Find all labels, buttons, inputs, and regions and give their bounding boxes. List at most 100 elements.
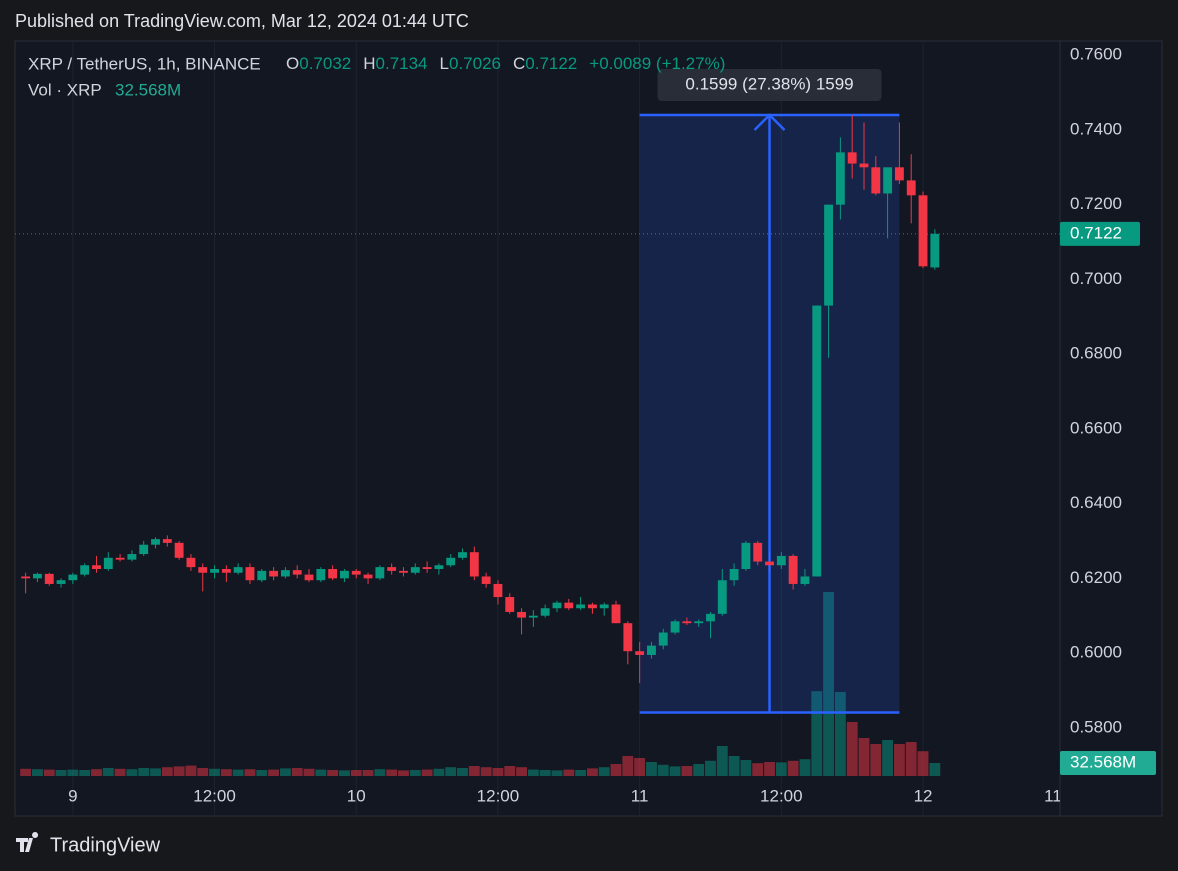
candle-body xyxy=(221,569,231,573)
x-tick-label: 12:00 xyxy=(760,786,803,805)
candle xyxy=(635,641,645,683)
volume-bar xyxy=(905,742,917,776)
volume-bar xyxy=(492,768,504,776)
candle-body xyxy=(44,573,54,584)
candle xyxy=(399,567,408,577)
volume-bar xyxy=(150,768,161,776)
candle xyxy=(517,608,526,635)
measure-label-box xyxy=(657,68,882,101)
volume-bar xyxy=(161,767,173,776)
volume-bar xyxy=(185,765,197,776)
volume-bar xyxy=(350,770,362,776)
candle xyxy=(269,567,279,581)
volume-bar xyxy=(893,744,905,776)
volume-last-box xyxy=(1060,750,1156,775)
candle xyxy=(103,552,113,571)
candle-body xyxy=(717,580,727,614)
volume-bar xyxy=(409,770,421,776)
volume-bar xyxy=(67,769,79,776)
volume-bar xyxy=(646,762,657,776)
brand-name: TradingView xyxy=(50,834,161,856)
published: Published on TradingView.com, Mar 12, 20… xyxy=(15,11,469,31)
candle-body xyxy=(540,608,550,616)
candle-body xyxy=(469,552,479,577)
candle-body xyxy=(611,604,621,624)
candle xyxy=(753,540,763,566)
volume-bar xyxy=(752,763,764,776)
candle-body xyxy=(528,615,538,618)
candle-body xyxy=(835,152,845,205)
volume-bar xyxy=(728,756,740,776)
candle-body xyxy=(847,152,857,164)
candle-body xyxy=(729,569,739,581)
volume-bar xyxy=(823,592,834,776)
volume-bar xyxy=(433,768,445,776)
y-tick-label: 0.7200 xyxy=(1070,194,1122,213)
candle-body xyxy=(68,574,78,581)
h-letter: H xyxy=(363,54,375,73)
volume-bar xyxy=(327,770,339,776)
candle xyxy=(871,156,881,196)
candle-body xyxy=(765,561,774,566)
candle-body xyxy=(210,569,219,573)
candle-body xyxy=(930,233,940,268)
candle xyxy=(599,602,609,616)
l-letter: L xyxy=(440,54,449,73)
candle xyxy=(658,628,668,650)
candle-body xyxy=(776,555,786,566)
candle xyxy=(186,554,196,571)
candle-body xyxy=(694,621,704,624)
volume-bar xyxy=(197,768,209,776)
y-tick-label: 0.7000 xyxy=(1070,269,1122,288)
candle-body xyxy=(328,569,338,579)
candle-body xyxy=(186,557,196,568)
y-tick-label: 0.6200 xyxy=(1070,568,1122,587)
x-tick-label: 12:00 xyxy=(193,786,236,805)
candle xyxy=(741,540,751,571)
candle-body xyxy=(918,195,928,267)
candle xyxy=(351,569,361,579)
candle xyxy=(363,572,373,584)
candle xyxy=(493,580,503,605)
volume-bar xyxy=(209,768,220,776)
candle xyxy=(564,598,574,611)
volume-bar xyxy=(858,738,870,776)
candle xyxy=(92,555,101,573)
candle xyxy=(481,572,491,588)
candle xyxy=(280,567,290,579)
change: +0.0089 (+1.27%) xyxy=(589,54,725,73)
volume-bar xyxy=(598,767,610,776)
volume-bar xyxy=(138,768,150,776)
volume-bar xyxy=(705,760,716,776)
candle-body xyxy=(162,539,172,543)
candle-body xyxy=(517,611,526,618)
candle xyxy=(221,565,231,583)
x-tick-label: 12 xyxy=(914,786,933,805)
candle-body xyxy=(800,576,810,584)
candle-body xyxy=(871,167,881,194)
volume-pane xyxy=(20,592,941,776)
candle-body xyxy=(647,645,656,655)
volume-bar xyxy=(834,692,846,776)
volume-title: Vol · XRP xyxy=(28,80,102,99)
l-value: 0.7026 xyxy=(449,54,501,73)
volume-bar xyxy=(173,766,185,776)
volume-bar xyxy=(551,770,563,776)
symbol: XRP / TetherUS, 1h, BINANCE xyxy=(28,54,261,73)
candles xyxy=(15,114,1060,683)
candle xyxy=(127,550,137,562)
volume-bar xyxy=(929,762,941,776)
volume-bar xyxy=(303,768,315,776)
candle xyxy=(540,604,550,618)
volume-bar xyxy=(43,769,55,776)
volume-bar xyxy=(291,768,303,776)
y-tick-label: 0.6800 xyxy=(1070,344,1122,363)
volume-bar xyxy=(220,769,232,776)
candle-body xyxy=(257,570,267,581)
volume-bar xyxy=(787,760,799,776)
x-tick-label: 11:00 xyxy=(1044,786,1085,805)
candle xyxy=(245,563,255,584)
candle-body xyxy=(446,557,456,566)
grid xyxy=(72,41,924,816)
volume-last-label: 32.568M xyxy=(1070,752,1136,771)
